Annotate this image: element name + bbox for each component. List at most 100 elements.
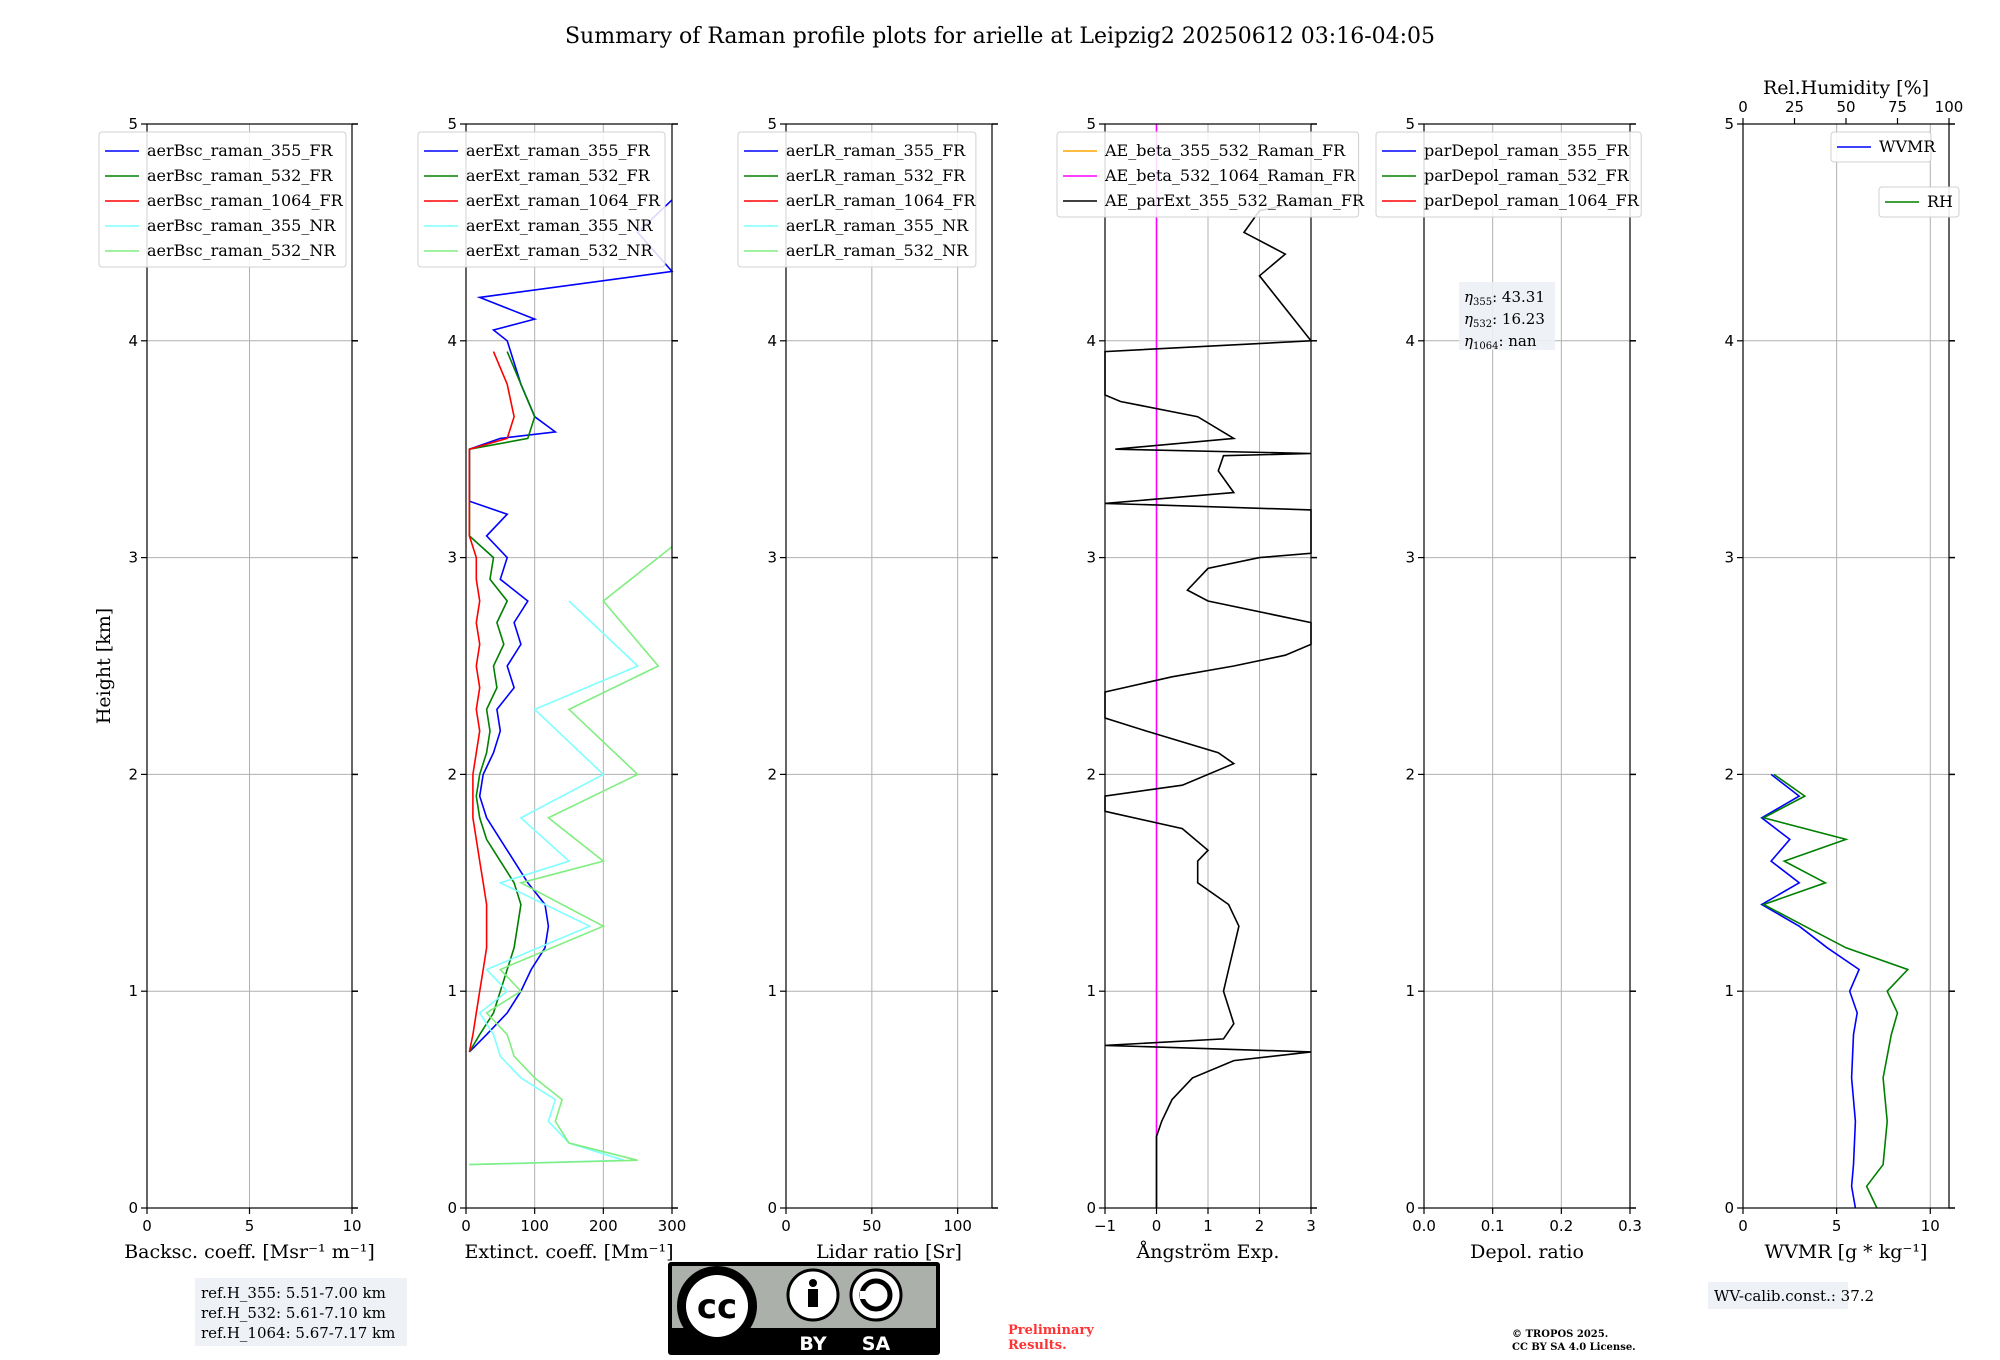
legend-entry: aerBsc_raman_532_FR <box>147 166 333 185</box>
svg-text:cc: cc <box>697 1287 737 1327</box>
y-tick-label: 1 <box>1405 982 1415 1000</box>
legend-entry: aerBsc_raman_355_FR <box>147 141 333 160</box>
y-tick-label: 4 <box>1086 332 1096 350</box>
ref-height-box: ref.H_355: 5.51-7.00 km ref.H_532: 5.61-… <box>195 1278 407 1346</box>
y-tick-label: 0 <box>1086 1199 1096 1217</box>
x-tick-label: 0.2 <box>1549 1217 1573 1235</box>
eta-1064: η1064: nan <box>1464 332 1537 352</box>
plot-frame <box>1742 123 1950 1209</box>
y-tick-label: 0 <box>128 1199 138 1217</box>
legend-wvmr: WVMR <box>1830 131 1936 163</box>
legend-entry: aerLR_raman_532_FR <box>786 166 966 185</box>
y-tick-label: 3 <box>767 549 777 567</box>
legend-entry: aerBsc_raman_532_NR <box>147 241 336 260</box>
legend-entry: AE_parExt_355_532_Raman_FR <box>1104 191 1365 210</box>
y-tick-label: 1 <box>767 982 777 1000</box>
x-tick-label: −1 <box>1094 1217 1116 1235</box>
legend-entry: aerLR_raman_1064_FR <box>786 191 976 210</box>
legend-entry: aerExt_raman_355_NR <box>466 216 654 235</box>
series-line-1 <box>1761 773 1910 1209</box>
x-tick-label: 3 <box>1306 1217 1316 1235</box>
y-tick-label: 1 <box>1086 982 1096 1000</box>
x-axis-label: Ångström Exp. <box>1136 1241 1280 1263</box>
copyright-line1: © TROPOS 2025. <box>1512 1329 1608 1340</box>
ref-h-355: ref.H_355: 5.51-7.00 km <box>201 1284 386 1302</box>
legend-entry: aerExt_raman_532_FR <box>466 166 651 185</box>
legend-entry: RH <box>1927 192 1953 211</box>
x2-tick-label: 75 <box>1888 98 1907 116</box>
wv-calib-text: WV-calib.const.: 37.2 <box>1714 1287 1874 1305</box>
x-axis-label: Depol. ratio <box>1470 1241 1584 1263</box>
eta-box-bg <box>1459 282 1555 350</box>
legend-box <box>417 131 666 268</box>
legend-box <box>98 131 347 268</box>
cc-sa-label: SA <box>862 1333 891 1355</box>
y-tick-label: 3 <box>447 549 457 567</box>
y-tick-label: 3 <box>128 549 138 567</box>
y-tick-label: 5 <box>447 115 457 133</box>
y-tick-label: 2 <box>767 765 777 783</box>
legend-entry: AE_beta_532_1064_Raman_FR <box>1104 166 1356 185</box>
legend-entry: AE_beta_355_532_Raman_FR <box>1104 141 1346 160</box>
legend-entry: parDepol_raman_532_FR <box>1424 166 1630 185</box>
y-tick-label: 4 <box>128 332 138 350</box>
legend: AE_beta_355_532_Raman_FR AE_beta_532_1064… <box>1056 131 1365 218</box>
legend-entry: aerBsc_raman_1064_FR <box>147 191 344 210</box>
ref-h-532: ref.H_532: 5.61-7.10 km <box>201 1304 386 1322</box>
preliminary-note-line2: Results. <box>1008 1338 1067 1353</box>
eta-532: η532: 16.23 <box>1464 310 1545 330</box>
series-line-4 <box>469 546 673 1166</box>
y-tick-label: 1 <box>1724 982 1734 1000</box>
y-tick-label: 3 <box>1405 549 1415 567</box>
y-tick-label: 0 <box>1724 1199 1734 1217</box>
legend-entry: aerExt_raman_1064_FR <box>466 191 661 210</box>
legend-box <box>1056 131 1360 218</box>
y-tick-label: 2 <box>128 765 138 783</box>
cc-license-badge: cc BY SA <box>668 1262 940 1355</box>
x-tick-label: 5 <box>1832 1217 1842 1235</box>
legend: aerExt_raman_355_FR aerExt_raman_532_FRae… <box>417 131 666 268</box>
y-tick-label: 1 <box>128 982 138 1000</box>
ref-h-1064: ref.H_1064: 5.67-7.17 km <box>201 1324 395 1342</box>
y-tick-label: 5 <box>1086 115 1096 133</box>
x-axis-label: Extinct. coeff. [Mm⁻¹] <box>464 1241 673 1263</box>
x2-axis-label: Rel.Humidity [%] <box>1763 77 1929 99</box>
x-tick-label: 10 <box>342 1217 361 1235</box>
y-tick-label: 0 <box>767 1199 777 1217</box>
x-tick-label: 0 <box>1738 1217 1748 1235</box>
y-tick-label: 5 <box>1405 115 1415 133</box>
x-axis-label: WVMR [g * kg⁻¹] <box>1765 1241 1928 1263</box>
x2-tick-label: 25 <box>1785 98 1804 116</box>
y-tick-label: 5 <box>128 115 138 133</box>
x-tick-label: 300 <box>658 1217 687 1235</box>
x-tick-label: 0 <box>142 1217 152 1235</box>
y-tick-label: 4 <box>1405 332 1415 350</box>
x-tick-label: 0 <box>781 1217 791 1235</box>
x-axis-label: Backsc. coeff. [Msr⁻¹ m⁻¹] <box>124 1241 375 1263</box>
y-tick-label: 0 <box>447 1199 457 1217</box>
plot-frame <box>1423 123 1631 1209</box>
y-tick-label: 5 <box>767 115 777 133</box>
y-tick-label: 4 <box>1724 332 1734 350</box>
figure-title: Summary of Raman profile plots for ariel… <box>565 24 1435 49</box>
wv-calib-box: WV-calib.const.: 37.2 <box>1708 1282 1874 1309</box>
legend-entry: aerLR_raman_355_NR <box>786 216 969 235</box>
x-tick-label: 1 <box>1203 1217 1213 1235</box>
copyright-line2: CC BY SA 4.0 License. <box>1512 1342 1636 1353</box>
legend-entry: aerExt_raman_532_NR <box>466 241 654 260</box>
series-line-3 <box>469 600 640 1166</box>
panel-backscatter: 0 5 10 0 1 2 3 4 5 Backsc. coeff. [Msr⁻¹ m⁻¹] Heig… <box>93 115 375 1263</box>
y-tick-label: 2 <box>1724 765 1734 783</box>
eta-355: η355: 43.31 <box>1464 288 1545 308</box>
x2-tick-label: 50 <box>1836 98 1855 116</box>
share-alike-icon <box>849 1268 903 1322</box>
y-tick-label: 1 <box>447 982 457 1000</box>
cc-by-label: BY <box>799 1333 826 1355</box>
panel-lidar_ratio: 0 50 100 0 1 2 3 4 5 Lidar ratio [Sr] aerLR_raman_… <box>737 115 998 1263</box>
x-tick-label: 0.1 <box>1481 1217 1505 1235</box>
y-axis-label: Height [km] <box>93 608 115 724</box>
plot-frame <box>465 123 673 1209</box>
legend-entry: aerLR_raman_532_NR <box>786 241 969 260</box>
